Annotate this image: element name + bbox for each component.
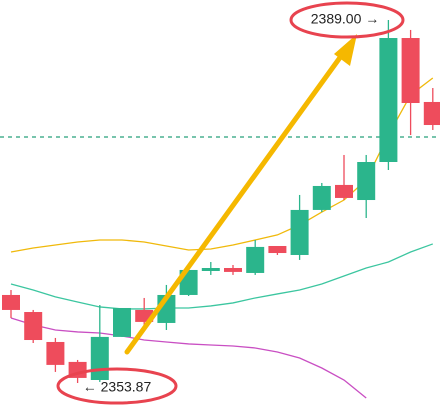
annotations: 2389.00 → ← 2353.87 <box>56 1 405 405</box>
highlight-low <box>56 367 178 405</box>
candle-body <box>335 184 353 198</box>
candle-body <box>135 309 154 322</box>
candle-body <box>268 245 287 254</box>
candle-body <box>423 101 440 126</box>
candle-body <box>290 209 309 255</box>
candle-body <box>312 185 331 210</box>
candle-body <box>113 307 131 337</box>
candle-body <box>246 246 265 273</box>
trend-arrow-head <box>334 34 357 66</box>
candle-body <box>201 268 220 271</box>
candles <box>2 20 440 383</box>
candle-body <box>379 38 398 162</box>
candle-body <box>357 162 376 201</box>
plot-area <box>0 77 440 399</box>
indicator-line <box>10 243 434 310</box>
candle-body <box>46 341 65 365</box>
trend-arrow <box>124 49 347 355</box>
candle-body <box>401 38 420 104</box>
candle-body <box>24 312 43 341</box>
low-label: ← 2353.87 <box>83 379 152 395</box>
candle-body <box>90 336 109 380</box>
highlight-high <box>289 1 405 39</box>
candle-body <box>224 268 242 272</box>
indicator-line <box>10 317 367 399</box>
candle-body <box>2 294 20 310</box>
high-label: 2389.00 → <box>311 11 380 27</box>
